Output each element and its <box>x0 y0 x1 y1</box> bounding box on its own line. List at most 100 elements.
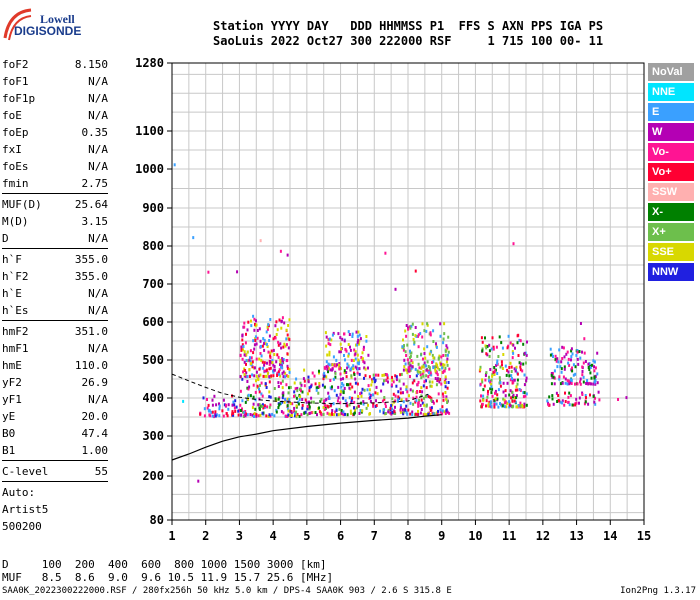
echo-point <box>253 317 256 321</box>
echo-point <box>431 400 434 403</box>
echo-point <box>350 358 353 362</box>
echo-point <box>337 332 340 336</box>
echo-point <box>409 375 411 378</box>
echo-point <box>446 386 449 390</box>
echo-point <box>491 394 494 398</box>
echo-point <box>481 378 484 382</box>
echo-point <box>511 390 514 394</box>
echo-point <box>346 366 349 370</box>
echo-point <box>291 402 294 406</box>
echo-point <box>206 398 208 401</box>
echo-point <box>402 400 405 404</box>
param-name: h`Es <box>2 304 29 317</box>
echo-point <box>259 345 262 348</box>
echo-point <box>374 391 377 395</box>
echo-point <box>411 322 414 326</box>
echo-point <box>241 357 244 361</box>
echo-point <box>509 378 512 382</box>
echo-point <box>414 326 417 329</box>
echo-point <box>343 332 345 336</box>
echo-point <box>524 361 527 365</box>
echo-point <box>446 357 449 361</box>
x-tick-label: 12 <box>536 529 550 543</box>
echo-point <box>420 408 423 411</box>
echo-point <box>267 350 270 354</box>
echo-point <box>430 373 433 377</box>
param-row: MUF(D) 25.64 <box>2 196 108 213</box>
echo-point <box>274 324 277 328</box>
echo-point <box>404 362 407 366</box>
echo-point <box>525 403 528 407</box>
echo-point <box>485 352 488 356</box>
echo-point <box>325 360 328 364</box>
legend-nne: NNE <box>648 83 694 101</box>
param-name: hmF1 <box>2 342 29 355</box>
echo-point <box>405 397 408 401</box>
echo-point <box>430 384 433 388</box>
echo-point <box>361 409 364 413</box>
echo-point <box>241 377 244 381</box>
echo-point <box>261 405 264 408</box>
echo-point <box>269 360 272 364</box>
echo-point <box>254 390 257 394</box>
echo-point <box>233 403 236 407</box>
echo-point <box>214 412 217 416</box>
echo-point <box>490 405 493 409</box>
echo-point <box>357 404 360 408</box>
legend-vo-: Vo+ <box>648 163 694 181</box>
echo-point <box>265 368 268 372</box>
echo-point <box>579 380 581 384</box>
echo-point <box>349 348 352 352</box>
x-tick-label: 13 <box>569 529 583 543</box>
echo-point <box>350 411 352 415</box>
echo-point <box>423 364 426 368</box>
echo-point <box>325 344 328 348</box>
echo-point <box>269 403 272 407</box>
echo-point <box>551 394 554 398</box>
echo-point <box>353 348 356 352</box>
echo-point <box>417 409 419 413</box>
echo-point <box>432 366 435 370</box>
echo-point <box>258 374 261 378</box>
param-name: MUF(D) <box>2 198 42 211</box>
echo-point <box>561 381 564 385</box>
echo-point <box>281 396 284 400</box>
echo-point <box>282 345 285 349</box>
echo-point <box>339 336 342 340</box>
echo-point <box>254 337 257 341</box>
echo-point <box>425 413 428 417</box>
echo-point <box>485 404 487 408</box>
echo-point <box>322 405 325 409</box>
echo-point <box>411 389 414 393</box>
echo-point <box>555 359 558 363</box>
echo-point <box>488 354 491 358</box>
echo-point <box>301 390 304 394</box>
echo-point <box>399 373 402 377</box>
echo-point <box>286 366 289 370</box>
echo-point <box>312 400 315 404</box>
echo-point <box>512 393 515 397</box>
echo-point <box>356 406 358 410</box>
echo-point <box>376 392 379 396</box>
echo-point <box>584 400 587 404</box>
echo-point <box>326 411 329 415</box>
echo-point <box>402 410 405 414</box>
echo-point <box>391 407 394 411</box>
echo-point <box>433 412 436 416</box>
echo-point <box>381 399 384 403</box>
echo-point <box>420 376 423 380</box>
echo-point <box>268 413 271 417</box>
echo-point <box>274 336 277 340</box>
echo-point <box>357 338 360 342</box>
echo-point <box>399 408 402 412</box>
echo-point <box>394 287 397 291</box>
echo-point <box>426 322 429 326</box>
echo-point <box>444 375 447 379</box>
echo-point <box>283 342 286 346</box>
param-value: 25.64 <box>74 198 108 211</box>
echo-point <box>444 353 447 357</box>
echo-point <box>441 405 444 409</box>
echo-point <box>443 322 446 326</box>
echo-point <box>239 403 242 407</box>
echo-point <box>408 361 411 365</box>
